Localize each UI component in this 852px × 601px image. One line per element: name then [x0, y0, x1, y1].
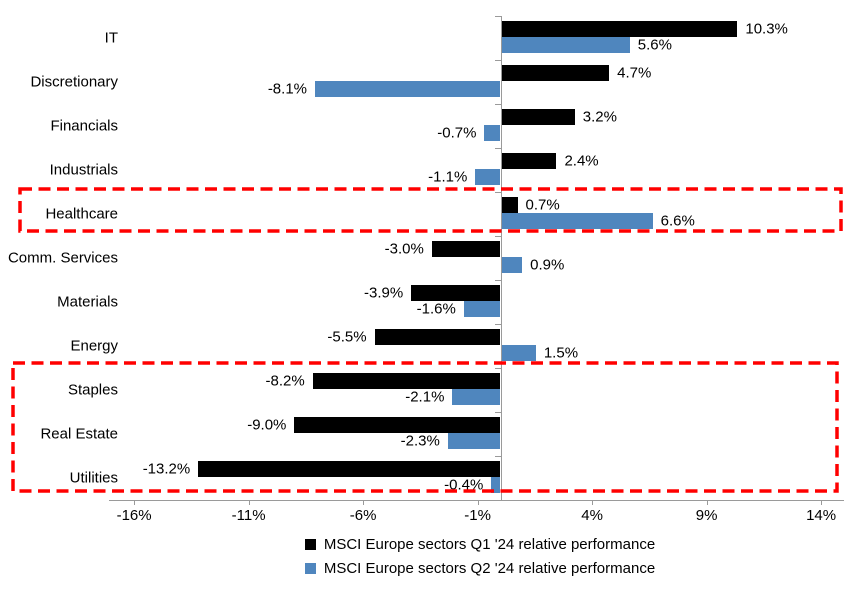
q1-series-swatch: [304, 539, 316, 550]
data-label-q2-materials: -1.6%: [416, 300, 456, 318]
x-tick-label-9: 9%: [695, 507, 718, 524]
bar-q2-utilities: [491, 477, 501, 493]
y-axis-tick: [494, 324, 501, 325]
x-tick-label-6: -6%: [349, 507, 377, 524]
category-label-industrials: Industrials: [49, 161, 118, 179]
bar-q1-utilities: [198, 461, 501, 477]
y-axis-tick: [494, 60, 501, 61]
bar-q1-discretionary: [501, 65, 610, 81]
y-axis-tick: [494, 456, 501, 457]
x-axis-line: [108, 500, 844, 501]
x-axis-tick: [248, 500, 250, 505]
data-label-q1-financials: 3.2%: [582, 108, 617, 126]
category-label-healthcare: Healthcare: [45, 205, 118, 223]
y-axis-tick: [494, 236, 501, 237]
x-axis-tick: [134, 500, 136, 505]
x-axis-tick: [592, 500, 594, 505]
q2-series-label: MSCI Europe sectors Q2 '24 relative perf…: [323, 560, 656, 577]
q1-series-label: MSCI Europe sectors Q1 '24 relative perf…: [323, 536, 656, 553]
data-label-q1-energy: -5.5%: [327, 328, 367, 346]
data-label-q1-it: 10.3%: [745, 20, 788, 38]
data-label-q2-industrials: -1.1%: [428, 168, 468, 186]
legend-item-q2: MSCI Europe sectors Q2 '24 relative perf…: [304, 560, 656, 577]
y-axis-tick: [494, 412, 501, 413]
category-label-discretionary: Discretionary: [30, 73, 118, 91]
y-axis-tick: [494, 104, 501, 105]
data-label-q2-comm-services: 0.9%: [530, 256, 565, 274]
category-label-energy: Energy: [70, 337, 118, 355]
data-label-q2-discretionary: -8.1%: [267, 80, 307, 98]
bar-q2-real-estate: [447, 433, 501, 449]
y-axis-tick: [494, 16, 501, 17]
y-axis-tick: [494, 148, 501, 149]
category-label-real-estate: Real Estate: [40, 425, 118, 443]
bar-q2-staples: [452, 389, 501, 405]
x-tick-label-4: 4%: [581, 507, 603, 524]
y-axis-tick: [494, 192, 501, 193]
bar-q2-industrials: [475, 169, 501, 185]
category-label-comm-services: Comm. Services: [7, 249, 118, 267]
bar-q2-materials: [463, 301, 501, 317]
category-label-financials: Financials: [50, 117, 118, 135]
data-label-q2-utilities: -0.4%: [444, 476, 484, 494]
legend-item-q1: MSCI Europe sectors Q1 '24 relative perf…: [304, 536, 656, 553]
bar-q1-real-estate: [294, 417, 501, 433]
bar-q1-it: [501, 21, 738, 37]
data-label-q1-materials: -3.9%: [364, 284, 404, 302]
q2-series-swatch: [304, 563, 316, 574]
data-label-q2-it: 5.6%: [637, 36, 672, 54]
data-label-q1-industrials: 2.4%: [564, 152, 599, 170]
bar-q1-healthcare: [501, 197, 518, 213]
bar-q1-materials: [411, 285, 501, 301]
x-tick-label-16: -16%: [116, 507, 152, 524]
x-axis-tick: [363, 500, 365, 505]
category-label-utilities: Utilities: [69, 469, 118, 487]
y-axis-tick: [494, 500, 501, 501]
data-label-q2-real-estate: -2.3%: [400, 432, 440, 450]
data-label-q2-financials: -0.7%: [437, 124, 477, 142]
x-axis-tick: [477, 500, 479, 505]
data-label-q1-discretionary: 4.7%: [617, 64, 652, 82]
bar-q2-it: [501, 37, 630, 53]
bar-q1-comm-services: [431, 241, 501, 257]
data-label-q1-healthcare: 0.7%: [525, 196, 560, 214]
bar-q2-discretionary: [315, 81, 501, 97]
category-label-materials: Materials: [57, 293, 118, 311]
bar-q2-financials: [484, 125, 501, 141]
data-label-q2-staples: -2.1%: [405, 388, 445, 406]
data-label-q1-staples: -8.2%: [265, 372, 305, 390]
bar-q2-comm-services: [501, 257, 523, 273]
x-tick-label-11: -11%: [231, 507, 266, 524]
x-axis-tick: [821, 500, 823, 505]
bar-q1-staples: [312, 373, 501, 389]
bar-q2-healthcare: [501, 213, 653, 229]
bar-q1-industrials: [501, 153, 557, 169]
bar-q1-energy: [374, 329, 501, 345]
category-label-staples: Staples: [67, 381, 118, 399]
legend: MSCI Europe sectors Q1 '24 relative perf…: [110, 536, 850, 577]
y-axis-tick: [494, 280, 501, 281]
data-label-q1-real-estate: -9.0%: [247, 416, 287, 434]
x-tick-label-1: -1%: [464, 507, 491, 524]
x-tick-label-14: 14%: [806, 507, 837, 524]
x-axis-tick: [706, 500, 708, 505]
data-label-q2-healthcare: 6.6%: [660, 212, 695, 230]
data-label-q2-energy: 1.5%: [543, 344, 579, 362]
data-label-q1-comm-services: -3.0%: [384, 240, 424, 258]
bar-q2-energy: [501, 345, 536, 361]
data-label-q1-utilities: -13.2%: [142, 460, 191, 478]
y-axis-line: [500, 16, 502, 500]
category-label-it: IT: [104, 29, 118, 47]
bar-q1-financials: [501, 109, 575, 125]
y-axis-tick: [494, 368, 501, 369]
highlight-box-healthcare: [18, 187, 843, 233]
